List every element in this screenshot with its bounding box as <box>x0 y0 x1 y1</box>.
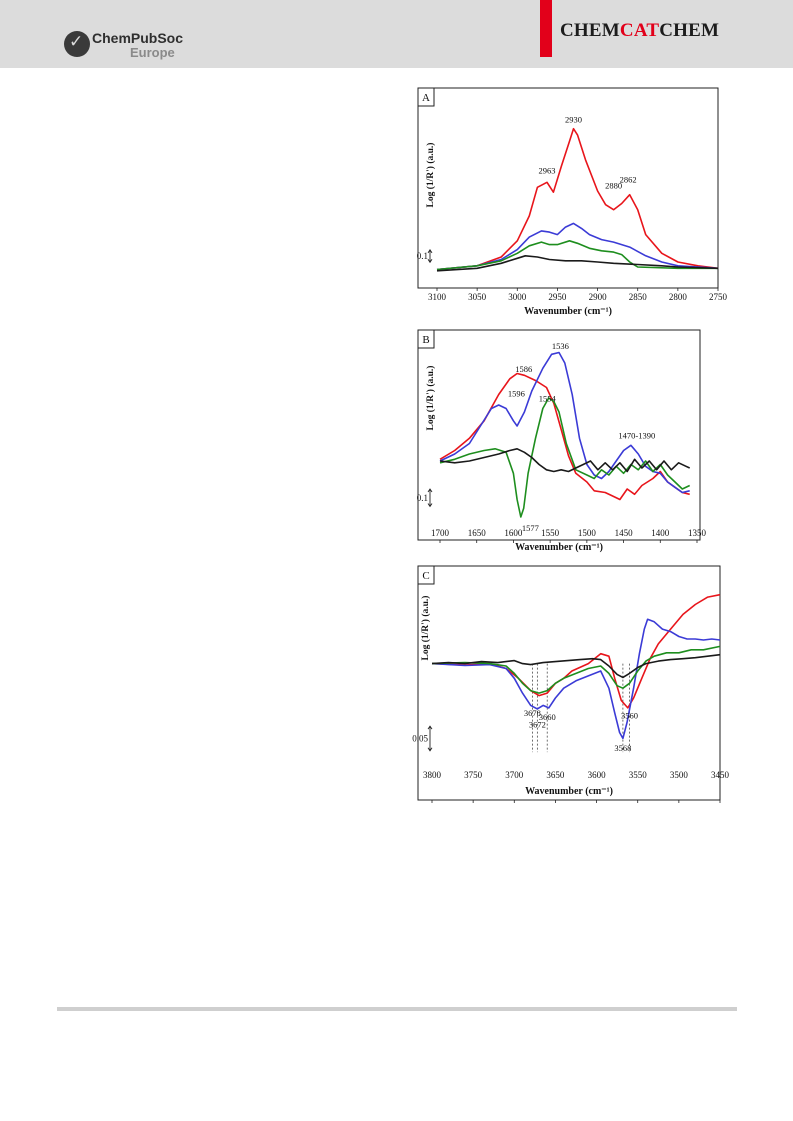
x-tick-label: 3700 <box>505 770 524 780</box>
series-line-green <box>439 397 691 518</box>
x-tick-label: 3450 <box>711 770 730 780</box>
x-tick-label: 2850 <box>629 292 648 302</box>
x-tick-label: 3750 <box>464 770 483 780</box>
chart-panel-c: C 3800 3750 3700 3650 3600 3550 3500 3450 Wavenum… <box>412 565 730 803</box>
y-axis-label: Log (1/R') (a.u.) <box>425 143 436 208</box>
x-tick-label: 2800 <box>669 292 688 302</box>
scale-bar-arrow-top <box>427 249 433 254</box>
peak-label: 1554 <box>539 394 557 404</box>
scale-bar-arrow-bottom <box>427 259 433 264</box>
y-axis-label: Log (1/R') (a.u.) <box>420 596 431 661</box>
x-axis-label: Wavenumber (cm⁻¹) <box>525 786 613 797</box>
journal-title: CHEMCATCHEM <box>560 20 719 42</box>
scale-bar-arrow-bottom <box>427 747 433 752</box>
panel-label-box <box>417 565 435 585</box>
x-tick-label: 1650 <box>468 528 487 538</box>
footer-divider <box>57 1007 737 1011</box>
series-line-green <box>431 645 721 694</box>
peak-label: 1596 <box>508 388 525 398</box>
peak-label: 3660 <box>539 712 556 722</box>
x-axis-label: Wavenumber (cm⁻¹) <box>524 306 612 317</box>
scale-bar-arrow-top <box>427 725 433 730</box>
chempubsoc-logo: ChemPubSoc Europe <box>64 29 194 63</box>
x-tick-label: 3800 <box>423 770 442 780</box>
x-tick-label: 1550 <box>541 528 560 538</box>
series-line-black <box>431 653 721 679</box>
chempubsoc-logo-icon <box>64 31 90 57</box>
series-line-black <box>436 255 719 272</box>
y-axis-label: Log (1/R') (a.u.) <box>425 366 436 431</box>
chart-frame <box>417 87 719 289</box>
x-tick-label: 3600 <box>588 770 607 780</box>
journal-title-part1: CHEM <box>560 20 620 41</box>
x-axis-label: Wavenumber (cm⁻¹) <box>515 542 603 553</box>
logo-line1: ChemPubSoc <box>92 30 184 46</box>
chart-panel-a: A 3100 3050 3000 2950 2900 2850 2800 2750 Wavenum… <box>417 87 728 317</box>
panel-label: C <box>422 570 429 582</box>
x-tick-label: 1700 <box>431 528 450 538</box>
peak-label: 3568 <box>614 743 631 753</box>
series-line-blue <box>431 618 721 740</box>
journal-accent-bar <box>540 0 552 57</box>
series-line-red <box>431 593 721 709</box>
x-tick-label: 2900 <box>589 292 608 302</box>
scale-bar-arrow-bottom <box>427 503 433 508</box>
series-line-blue <box>436 222 719 271</box>
series-line-black <box>439 448 691 473</box>
x-tick-label: 2750 <box>709 292 728 302</box>
scale-bar-label: 0.05 <box>412 733 428 743</box>
chart-frame <box>417 565 721 801</box>
chart-frame <box>417 329 701 541</box>
journal-title-part2: CAT <box>619 20 660 41</box>
series-line-green <box>436 240 718 271</box>
x-tick-label: 1500 <box>578 528 597 538</box>
peak-label: 3678 <box>524 708 541 718</box>
scale-bar-arrow-top <box>427 488 433 493</box>
x-tick-label: 3650 <box>546 770 565 780</box>
peak-label: 1536 <box>552 341 569 351</box>
scale-bar-label: 0.1 <box>417 493 428 503</box>
x-tick-label: 3050 <box>468 292 487 302</box>
x-tick-label: 1450 <box>615 528 634 538</box>
logo-line2: Europe <box>130 45 175 60</box>
chart-panel-b: B 1700 1650 1600 1550 1500 1450 1400 1350 Wavenum… <box>417 329 707 553</box>
panel-label: B <box>422 334 429 346</box>
x-tick-label: 3100 <box>428 292 447 302</box>
series-line-red <box>439 372 690 501</box>
series-line-red <box>436 127 719 271</box>
panel-label: A <box>422 92 430 104</box>
journal-title-part3: CHEM <box>659 20 720 41</box>
peak-label: 2862 <box>620 174 637 184</box>
x-tick-label: 1350 <box>688 528 707 538</box>
x-tick-label: 3550 <box>629 770 648 780</box>
peak-label: 2880 <box>605 181 622 191</box>
x-tick-label: 3500 <box>670 770 689 780</box>
x-tick-label: 2950 <box>548 292 567 302</box>
panel-label-box <box>417 329 435 349</box>
x-tick-label: 3000 <box>508 292 527 302</box>
x-tick-label: 1600 <box>504 528 523 538</box>
panel-label-box <box>417 87 435 107</box>
peak-label: 2963 <box>538 166 555 176</box>
peak-label: 1470-1390 <box>618 430 655 440</box>
page-header <box>0 0 793 68</box>
x-tick-label: 1400 <box>651 528 670 538</box>
scale-bar-label: 0.1 <box>417 251 428 261</box>
peak-label: 2930 <box>565 114 582 124</box>
peak-label: 3672 <box>529 720 546 730</box>
peak-label: 3560 <box>621 711 638 721</box>
peak-label: 1586 <box>515 364 532 374</box>
peak-label: 1577 <box>522 523 539 533</box>
